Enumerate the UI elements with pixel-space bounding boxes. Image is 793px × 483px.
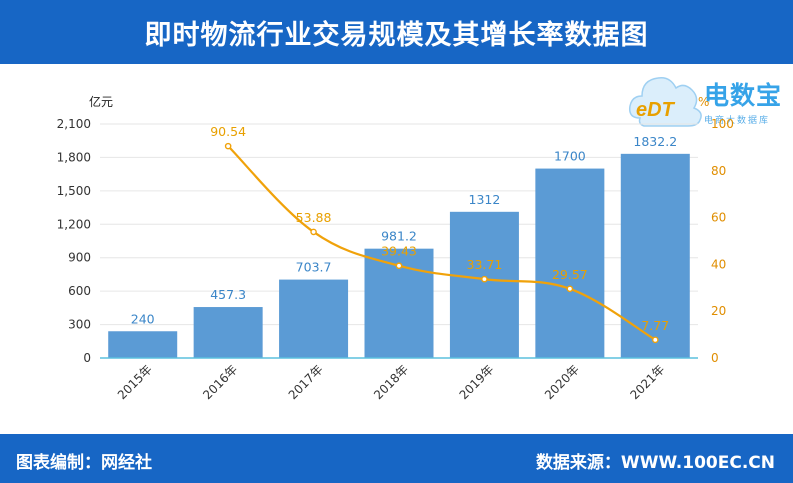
line-point bbox=[395, 262, 403, 270]
brand-name: 电数宝 bbox=[704, 81, 783, 110]
logo-mark-text: eDT bbox=[636, 99, 676, 121]
line-series bbox=[224, 142, 659, 344]
growth-rate-line bbox=[227, 145, 656, 341]
line-value-label: 7.77 bbox=[641, 318, 669, 333]
bar bbox=[108, 331, 178, 358]
bar-value-label: 981.2 bbox=[381, 229, 417, 244]
y-left-tick-label: 1,200 bbox=[57, 217, 91, 231]
line-point bbox=[310, 228, 317, 236]
y-left-tick-label: 2,100 bbox=[57, 117, 91, 131]
y-right-tick-label: 40 bbox=[711, 257, 726, 271]
line-point bbox=[566, 285, 574, 293]
bar-value-label: 703.7 bbox=[296, 260, 332, 275]
line-value-label: 33.71 bbox=[467, 257, 503, 272]
bar-value-label: 1312 bbox=[469, 192, 501, 207]
bar-value-label: 240 bbox=[131, 311, 155, 326]
y-left-tick-label: 1,800 bbox=[57, 150, 91, 164]
x-tick-label: 2021年 bbox=[627, 362, 667, 402]
data-labels: 240 457.3 703.7 981.2 1312 1700 1832.2 90.54 53.… bbox=[131, 124, 677, 333]
x-tick-label: 2015年 bbox=[115, 362, 155, 402]
bar bbox=[193, 307, 263, 358]
line-value-label: 29.57 bbox=[552, 267, 588, 282]
bar bbox=[449, 211, 519, 358]
line-point bbox=[651, 336, 659, 344]
y-right-tick-label: 80 bbox=[711, 164, 726, 178]
bar-value-label: 457.3 bbox=[210, 287, 246, 302]
bar bbox=[279, 279, 349, 358]
chart-area: 0 300 600 900 1,200 1,500 1,800 2,100 0 20 40 60 80 1… bbox=[57, 94, 734, 402]
line-point bbox=[481, 275, 488, 283]
x-tick-label: 2017年 bbox=[286, 362, 326, 402]
y-left-tick-label: 300 bbox=[68, 318, 91, 332]
x-tick-label: 2016年 bbox=[200, 362, 240, 402]
y-left-tick-label: 900 bbox=[68, 251, 91, 265]
y-left-tick-label: 600 bbox=[68, 284, 91, 298]
line-point bbox=[224, 142, 232, 150]
y-right-tick-label: 60 bbox=[711, 211, 726, 225]
brand-tagline: 电商大数据库 bbox=[704, 116, 771, 126]
x-tick-label: 2020年 bbox=[542, 362, 582, 402]
title-banner: 即时物流行业交易规模及其增长率数据图 bbox=[0, 0, 793, 64]
y-right-unit: % bbox=[698, 95, 709, 109]
chart-title: 即时物流行业交易规模及其增长率数据图 bbox=[144, 19, 649, 51]
y-left-tick-label: 0 bbox=[83, 351, 91, 365]
brand-logo: eDT 电数宝 电商大数据库 bbox=[624, 66, 790, 132]
bar bbox=[535, 168, 605, 358]
footer-bar: 图表编制：网经社 数据来源：WWW.100EC.CN bbox=[0, 434, 793, 483]
line-value-label: 53.88 bbox=[296, 210, 332, 225]
y-right-tick-label: 100 bbox=[711, 117, 734, 131]
y-left-tick-label: 1,500 bbox=[57, 184, 91, 198]
cloud-logo-icon: eDT bbox=[628, 76, 702, 127]
line-value-label: 90.54 bbox=[210, 124, 246, 139]
data-source: 数据来源：WWW.100EC.CN bbox=[535, 453, 775, 473]
y-right-tick-label: 20 bbox=[711, 304, 726, 318]
bar-value-label: 1832.2 bbox=[633, 134, 677, 149]
y-left-unit: 亿元 bbox=[89, 94, 113, 109]
y-right-tick-label: 0 bbox=[711, 351, 719, 365]
x-tick-label: 2018年 bbox=[371, 362, 411, 402]
x-tick-label: 2019年 bbox=[457, 362, 497, 402]
bar-value-label: 1700 bbox=[554, 149, 586, 164]
line-value-label: 39.43 bbox=[381, 244, 417, 259]
chart-credit: 图表编制：网经社 bbox=[16, 453, 152, 473]
